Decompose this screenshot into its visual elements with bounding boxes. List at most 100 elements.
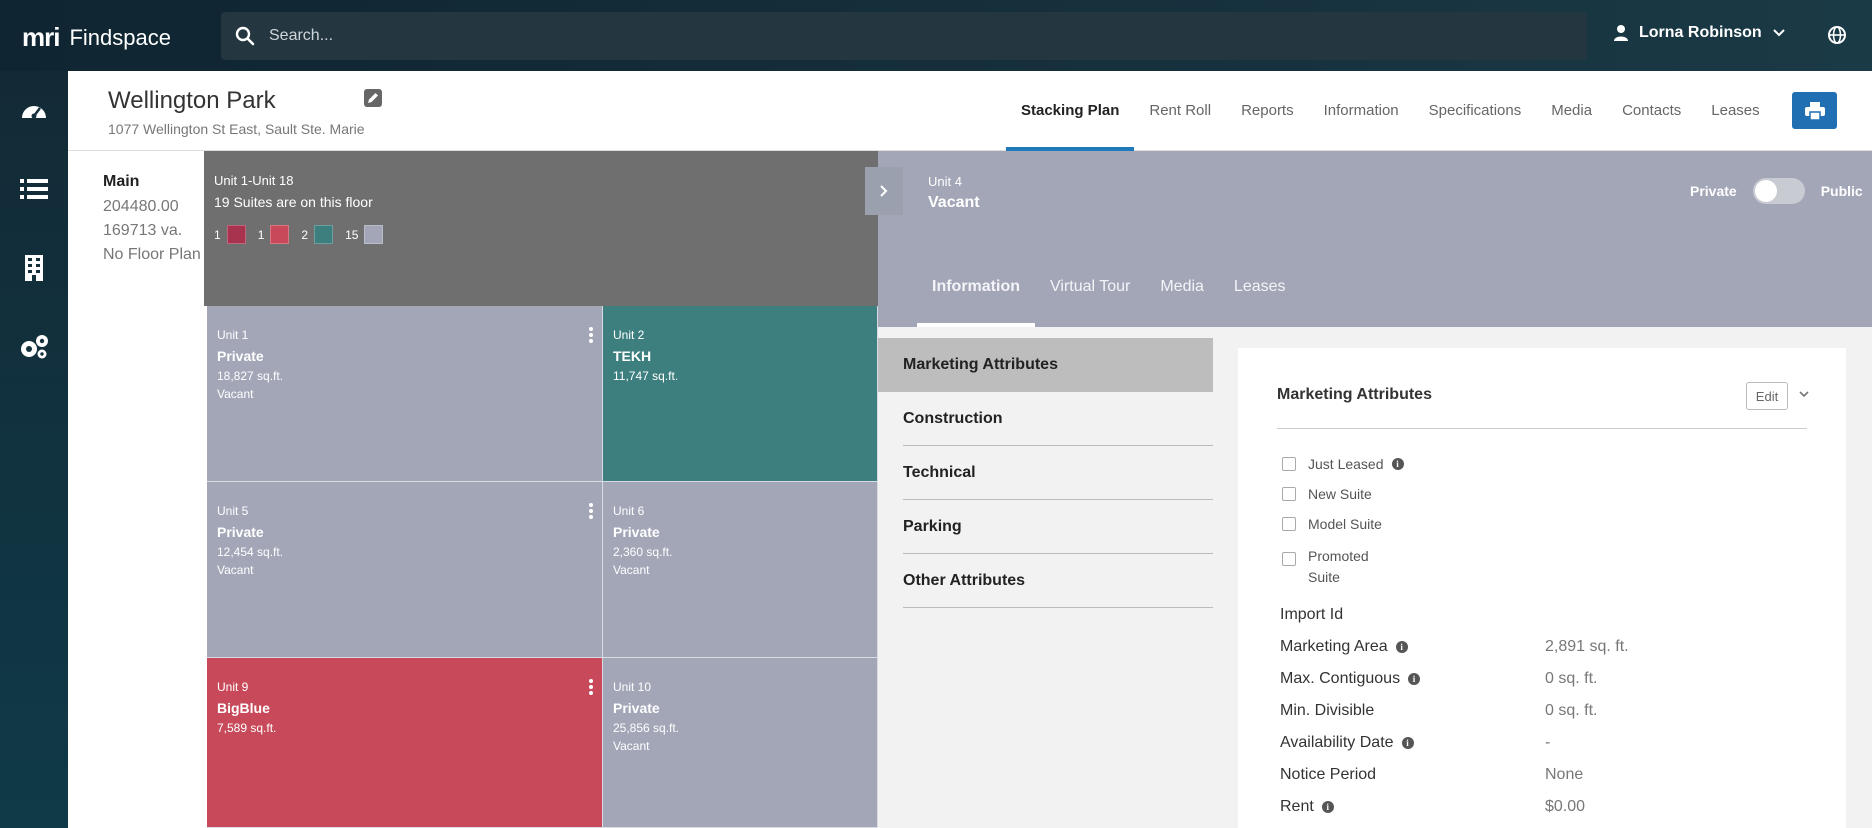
unit-area: 11,747 sq.ft. — [613, 369, 679, 383]
category-construction[interactable]: Construction — [878, 392, 1213, 446]
unit-tenant: Private — [217, 524, 264, 540]
unit-area: 7,589 sq.ft. — [217, 721, 277, 735]
unit-area: 18,827 sq.ft. — [217, 369, 284, 383]
checkbox-model-suite[interactable]: Model Suite — [1282, 516, 1382, 532]
kebab-menu-icon[interactable] — [588, 326, 594, 349]
chevron-right-icon — [880, 185, 888, 197]
brand-logo: mri — [22, 22, 60, 52]
unit-number: Unit 10 — [613, 680, 652, 694]
building-icon[interactable] — [14, 251, 54, 285]
floor-name: Main — [103, 173, 140, 190]
unit-detail-panel: Unit 4 Vacant Private Public Information… — [878, 151, 1872, 828]
user-name: Lorna Robinson — [1639, 24, 1762, 41]
info-icon[interactable]: i — [1401, 737, 1414, 749]
attr-label: Availability Date — [1280, 734, 1394, 751]
tab-media[interactable]: Media — [1551, 102, 1593, 119]
chevron-down-icon[interactable] — [1798, 386, 1810, 404]
attr-min-divisible: Min. Divisible — [1280, 702, 1374, 720]
checkbox[interactable] — [1282, 552, 1296, 566]
checkbox[interactable] — [1282, 487, 1296, 501]
legend-swatch — [226, 225, 246, 244]
tab-specifications[interactable]: Specifications — [1428, 102, 1522, 119]
edit-icon[interactable] — [364, 89, 382, 112]
floor-info[interactable]: Main 204480.00 169713 va. No Floor Plan — [68, 151, 204, 828]
unit-number: Unit 2 — [613, 328, 645, 342]
tab-leases[interactable]: Leases — [1711, 102, 1760, 119]
legend-count: 1 — [214, 227, 221, 242]
checkbox-new-suite[interactable]: New Suite — [1282, 486, 1372, 502]
category-other-attributes[interactable]: Other Attributes — [878, 554, 1213, 608]
info-icon[interactable]: i — [1395, 641, 1408, 653]
unit-card[interactable]: Unit 9 BigBlue 7,589 sq.ft. — [207, 658, 603, 828]
unit-card[interactable]: Unit 2 TEKH 11,747 sq.ft. — [603, 306, 878, 482]
collapse-panel-button[interactable] — [865, 167, 903, 215]
attr-label: Notice Period — [1280, 766, 1377, 783]
category-marketing-attributes[interactable]: Marketing Attributes — [878, 338, 1213, 392]
attr-label: Marketing Area — [1280, 638, 1388, 655]
property-title: Wellington Park — [108, 87, 276, 114]
search-icon — [235, 26, 255, 46]
tab-detail-media[interactable]: Media — [1160, 278, 1204, 295]
kebab-menu-icon[interactable] — [588, 678, 594, 701]
globe-icon[interactable] — [1827, 25, 1847, 50]
print-icon — [1804, 101, 1825, 120]
side-nav — [0, 71, 68, 828]
attr-label: Import Id — [1280, 606, 1344, 623]
tab-reports[interactable]: Reports — [1241, 102, 1294, 119]
checkbox-label: Promoted Suite — [1308, 548, 1369, 585]
category-parking[interactable]: Parking — [878, 500, 1213, 554]
unit-status: Vacant — [613, 563, 650, 577]
tab-information[interactable]: Information — [1323, 102, 1399, 119]
detail-tabs: Information Virtual Tour Media Leases — [917, 247, 1301, 327]
edit-button[interactable]: Edit — [1746, 382, 1788, 410]
checkbox[interactable] — [1282, 457, 1296, 471]
unit-tenant: BigBlue — [217, 700, 270, 716]
tab-stacking-plan[interactable]: Stacking Plan — [1006, 71, 1135, 151]
floor-area: 204480.00 — [103, 198, 179, 215]
checkbox[interactable] — [1282, 517, 1296, 531]
tab-rent-roll[interactable]: Rent Roll — [1149, 102, 1212, 119]
checkbox-label: New Suite — [1308, 486, 1372, 502]
checkbox-label: Just Leased — [1308, 456, 1384, 472]
info-icon[interactable]: i — [1391, 458, 1404, 470]
unit-card[interactable]: Unit 6 Private 2,360 sq.ft. Vacant — [603, 482, 878, 658]
property-tabs: Stacking Plan Rent Roll Reports Informat… — [1006, 71, 1775, 151]
checkbox-just-leased[interactable]: Just Leased i — [1282, 456, 1404, 472]
unit-tenant: Private — [217, 348, 264, 364]
info-icon[interactable]: i — [1408, 673, 1421, 685]
unit-card[interactable]: Unit 5 Private 12,454 sq.ft. Vacant — [207, 482, 603, 658]
settings-gears-icon[interactable] — [14, 330, 54, 364]
tab-contacts[interactable]: Contacts — [1622, 102, 1682, 119]
list-icon[interactable] — [14, 172, 54, 206]
unit-card[interactable]: Unit 10 Private 25,856 sq.ft. Vacant — [603, 658, 878, 828]
checkbox-promoted-suite[interactable]: Promoted Suite — [1282, 546, 1388, 588]
search-input[interactable] — [269, 27, 1469, 45]
category-technical[interactable]: Technical — [878, 446, 1213, 500]
user-menu[interactable]: Lorna Robinson — [1613, 24, 1786, 42]
public-private-switch[interactable] — [1752, 178, 1805, 204]
toggle-label-public: Public — [1820, 183, 1863, 199]
unit-detail-header: Unit 4 Vacant Private Public Information… — [878, 151, 1872, 327]
unit-tenant: Private — [613, 524, 660, 540]
attr-value: 0 sq. ft. — [1545, 702, 1598, 719]
dashboard-icon[interactable] — [14, 94, 54, 128]
unit-status: Vacant — [613, 739, 650, 753]
visibility-toggle: Private Public — [1690, 178, 1863, 204]
print-button[interactable] — [1792, 92, 1837, 129]
unit-card[interactable]: Unit 1 Private 18,827 sq.ft. Vacant — [207, 306, 603, 482]
divider — [1277, 428, 1807, 429]
tab-virtual-tour[interactable]: Virtual Tour — [1050, 278, 1131, 295]
tab-detail-leases[interactable]: Leases — [1233, 278, 1286, 295]
tab-detail-information[interactable]: Information — [917, 247, 1035, 327]
toggle-label-private: Private — [1690, 183, 1737, 199]
unit-number: Unit 9 — [217, 680, 249, 694]
search-bar[interactable] — [221, 12, 1587, 60]
app-logo[interactable]: mri Findspace — [22, 22, 171, 53]
kebab-menu-icon[interactable] — [588, 502, 594, 525]
unit-area: 12,454 sq.ft. — [217, 545, 284, 559]
legend-count: 1 — [257, 227, 265, 242]
unit-number: Unit 5 — [217, 504, 249, 518]
info-icon[interactable]: i — [1321, 801, 1334, 813]
unit-range: Unit 1-Unit 18 — [214, 173, 294, 188]
unit-number: Unit 6 — [613, 504, 645, 518]
